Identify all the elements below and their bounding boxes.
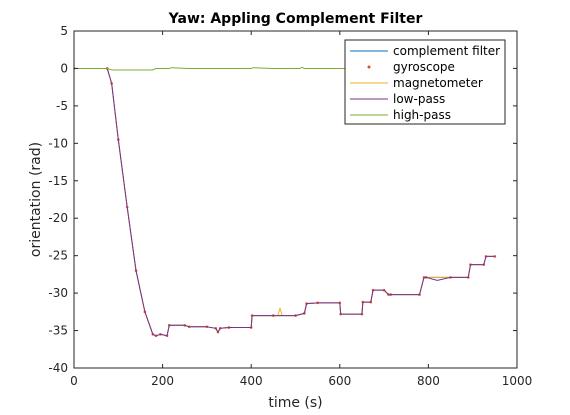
legend-label-low-pass: low-pass [393,92,445,106]
axes-layer [73,30,518,369]
legend-label-high-pass: high-pass [393,108,451,122]
legend-swatch-gyroscope [367,65,371,69]
legend-label-magnetometer: magnetometer [393,76,483,90]
ticks-layer: 0 200 400 600 800 1000 5 0 -5 -10 -15 -20 -25 -30 -35 -… [48,24,532,388]
plot-frame [73,30,518,369]
x-tick-label: 400 [240,374,263,388]
legend-box [344,39,506,125]
x-tick-label: 200 [151,374,174,388]
y-tick-label: 0 [60,61,68,75]
x-axis-label: time (s) [268,395,322,411]
y-tick-label: -35 [48,324,68,338]
y-tick-label: -40 [48,361,68,375]
series-line-low-pass [74,67,495,337]
y-tick-label: -5 [56,99,68,113]
x-tick-label: 600 [328,374,351,388]
y-axis-label: orientation (rad) [28,142,44,257]
legend-entries: complement filter gyroscope magnetometer lo… [350,44,500,122]
y-tick-label: -30 [48,286,68,300]
y-tick-label: -20 [48,211,68,225]
y-tick-label: -10 [48,136,68,150]
x-tick-label: 1000 [502,374,533,388]
x-tick-label: 0 [70,374,78,388]
y-tick-label: 5 [60,24,68,38]
point-gyroscope [493,255,497,258]
y-tick-label: -15 [48,174,68,188]
legend: complement filter gyroscope magnetometer lo… [344,39,506,125]
chart-title: Yaw: Appling Complement Filter [168,11,423,27]
legend-label-complement-filter: complement filter [393,44,500,58]
x-tick-label: 800 [417,374,440,388]
legend-label-gyroscope: gyroscope [393,60,455,74]
y-tick-label: -25 [48,249,68,263]
